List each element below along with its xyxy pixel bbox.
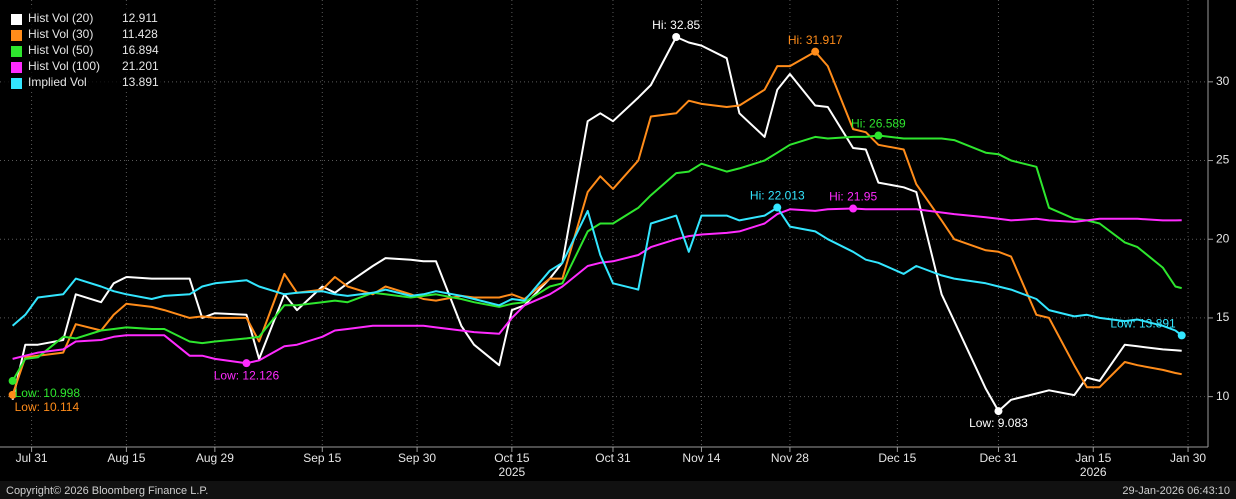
legend-value: 11.428 <box>122 27 158 41</box>
x-tick-label: Dec 15 <box>878 451 916 465</box>
x-tick-label: Jan 30 <box>1170 451 1206 465</box>
extreme-label: Low: 13.891 <box>1110 317 1176 331</box>
legend-value: 16.894 <box>122 43 159 57</box>
y-tick-label: 10 <box>1216 389 1230 403</box>
x-tick-label: Nov 28 <box>771 451 809 465</box>
extreme-marker <box>994 407 1003 416</box>
copyright: Copyright© 2026 Bloomberg Finance L.P. <box>6 485 208 497</box>
legend-label: Hist Vol (30) <box>28 27 93 41</box>
extreme-label: Low: 10.998 <box>15 386 81 400</box>
extreme-label: Hi: 21.95 <box>829 190 877 204</box>
series-line <box>11 206 1183 337</box>
legend-label: Hist Vol (100) <box>28 59 100 73</box>
x-tick-label: Aug 15 <box>107 451 145 465</box>
extreme-marker <box>773 203 782 212</box>
extreme-marker <box>242 359 251 368</box>
extreme-marker <box>874 131 883 140</box>
x-tick-label: Oct 15 <box>494 451 530 465</box>
x-tick-label: Dec 31 <box>979 451 1017 465</box>
extreme-label: Low: 10.114 <box>15 400 80 414</box>
legend-swatch <box>11 30 22 41</box>
legend-value: 21.201 <box>122 59 159 73</box>
series-line <box>12 207 1182 365</box>
footer-bar <box>0 481 1236 499</box>
legend-label: Hist Vol (50) <box>28 43 93 57</box>
extreme-label: Hi: 26.589 <box>851 117 906 131</box>
y-tick-label: 20 <box>1216 231 1230 245</box>
legend-value: 13.891 <box>122 75 159 89</box>
x-tick-label: Oct 31 <box>595 451 631 465</box>
legend-label: Implied Vol <box>28 75 87 89</box>
legend-swatch <box>11 14 22 25</box>
extreme-marker <box>1177 331 1186 340</box>
legend-box <box>4 6 164 92</box>
x-tick-label: Aug 29 <box>196 451 234 465</box>
y-tick-label: 25 <box>1216 153 1230 167</box>
extreme-marker <box>8 376 17 385</box>
year-label: 2026 <box>1080 465 1107 479</box>
x-tick-label: Jul 31 <box>16 451 48 465</box>
extreme-label: Low: 9.083 <box>969 416 1028 430</box>
series-line <box>11 50 1182 396</box>
legend-swatch <box>11 62 22 73</box>
x-tick-label: Sep 15 <box>303 451 341 465</box>
legend-swatch <box>11 46 22 57</box>
extreme-label: Hi: 31.917 <box>788 33 843 47</box>
legend-value: 12.911 <box>122 11 158 25</box>
x-tick-label: Nov 14 <box>682 451 720 465</box>
legend: Hist Vol (20) 12.911 Hist Vol (30) 11.428 Hi… <box>4 6 164 92</box>
extreme-marker <box>849 204 858 213</box>
legend-swatch <box>11 78 22 89</box>
y-tick-label: 15 <box>1216 310 1230 324</box>
extreme-marker <box>8 390 17 399</box>
extreme-label: Hi: 32.85 <box>652 18 700 32</box>
extreme-marker <box>811 47 820 56</box>
year-label: 2025 <box>499 465 526 479</box>
y-tick-label: 30 <box>1216 74 1230 88</box>
extreme-marker <box>672 32 681 41</box>
timestamp: 29-Jan-2026 06:43:10 <box>1122 485 1230 497</box>
extreme-label: Low: 12.126 <box>214 368 280 382</box>
series-line <box>11 134 1182 382</box>
legend-label: Hist Vol (20) <box>28 11 93 25</box>
x-tick-label: Jan 15 <box>1075 451 1111 465</box>
extreme-label: Hi: 22.013 <box>750 189 805 203</box>
x-tick-label: Sep 30 <box>398 451 436 465</box>
